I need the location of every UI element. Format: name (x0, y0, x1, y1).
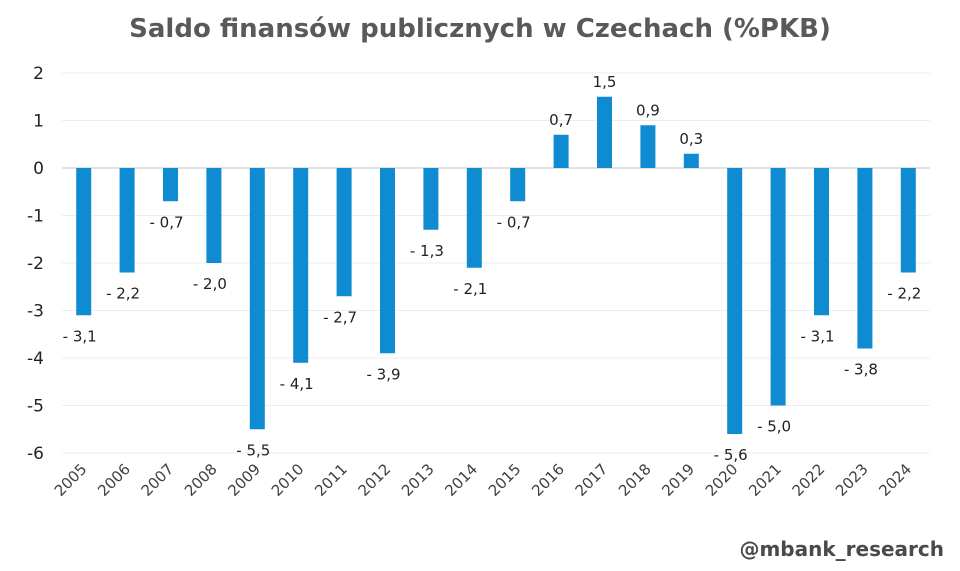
bars (76, 96, 916, 434)
data-label: - 1,3 (410, 242, 444, 260)
x-tick-label: 2022 (789, 460, 829, 500)
x-tick-label: 2007 (138, 460, 178, 500)
gridlines (62, 72, 930, 454)
x-tick-label: 2013 (398, 460, 438, 500)
x-tick-label: 2010 (268, 460, 308, 500)
x-tick-label: 2018 (615, 460, 655, 500)
bar (119, 168, 135, 273)
bar (553, 134, 569, 168)
data-label: - 3,1 (800, 327, 834, 345)
y-tick-label: -6 (27, 444, 44, 464)
bar (597, 96, 612, 168)
bar (76, 168, 92, 316)
x-tick-label: 2015 (485, 460, 525, 500)
x-tick-label: 2023 (832, 460, 872, 500)
bar (900, 168, 916, 273)
data-label: - 4,1 (280, 375, 314, 393)
y-axis-ticks: 2 1 0 -1 -2 -3 -4 -5 -6 (27, 64, 44, 464)
data-label: - 5,5 (236, 441, 270, 459)
y-tick-label: -1 (27, 207, 44, 227)
data-label: 1,5 (593, 73, 617, 91)
y-tick-label: -4 (27, 349, 44, 369)
bar (466, 168, 482, 268)
x-tick-label: 2024 (875, 460, 915, 500)
bar (770, 168, 786, 406)
x-tick-label: 2012 (355, 460, 395, 500)
y-tick-label: -3 (27, 302, 44, 322)
x-tick-label: 2021 (745, 460, 785, 500)
bar (727, 168, 743, 434)
y-tick-label: -5 (27, 397, 44, 417)
data-label: - 2,2 (887, 285, 921, 303)
data-label: - 5,0 (757, 418, 791, 436)
y-tick-label: 0 (33, 159, 44, 179)
bar (510, 168, 526, 202)
data-label: - 2,7 (323, 308, 357, 326)
data-label: - 0,7 (497, 213, 531, 231)
bar (293, 168, 309, 363)
bar (683, 153, 699, 168)
bar (380, 168, 395, 354)
x-tick-label: 2017 (572, 460, 612, 500)
data-label: - 2,1 (453, 280, 487, 298)
x-tick-label: 2011 (311, 460, 351, 500)
x-tick-label: 2019 (658, 460, 698, 500)
data-label: - 3,8 (844, 361, 878, 379)
watermark: @mbank_research (739, 537, 944, 561)
x-tick-label: 2009 (224, 460, 264, 500)
data-label: - 0,7 (149, 213, 183, 231)
y-tick-label: 2 (33, 64, 44, 84)
data-label: 0,7 (549, 111, 573, 129)
y-tick-label: 1 (33, 112, 44, 132)
data-label: 0,3 (679, 130, 703, 148)
bar (857, 168, 873, 349)
x-tick-label: 2020 (702, 460, 742, 500)
bar (336, 168, 352, 297)
x-tick-label: 2005 (51, 460, 91, 500)
bar (206, 168, 222, 263)
bar (814, 168, 829, 316)
x-tick-label: 2006 (94, 460, 134, 500)
bar (423, 168, 439, 230)
x-tick-label: 2016 (528, 460, 568, 500)
bar (163, 168, 178, 202)
x-tick-label: 2008 (181, 460, 221, 500)
x-axis-ticks: 2005 2006 2007 2008 2009 2010 2011 2012 2013 2014… (51, 460, 915, 500)
data-label: - 3,1 (63, 327, 97, 345)
x-tick-label: 2014 (441, 460, 481, 500)
data-label: 0,9 (636, 101, 660, 119)
bar (249, 168, 265, 430)
bar (640, 125, 656, 168)
data-label: - 2,0 (193, 275, 227, 293)
data-label: - 3,9 (366, 365, 400, 383)
data-labels: - 3,1 - 2,2 - 0,7 - 2,0 - 5,5 - 4,1 - 2,7 - 3,9… (63, 73, 922, 464)
y-tick-label: -2 (27, 254, 44, 274)
chart-title: Saldo finansów publicznych w Czechach (%… (129, 14, 831, 44)
data-label: - 5,6 (714, 446, 748, 464)
data-label: - 2,2 (106, 285, 140, 303)
